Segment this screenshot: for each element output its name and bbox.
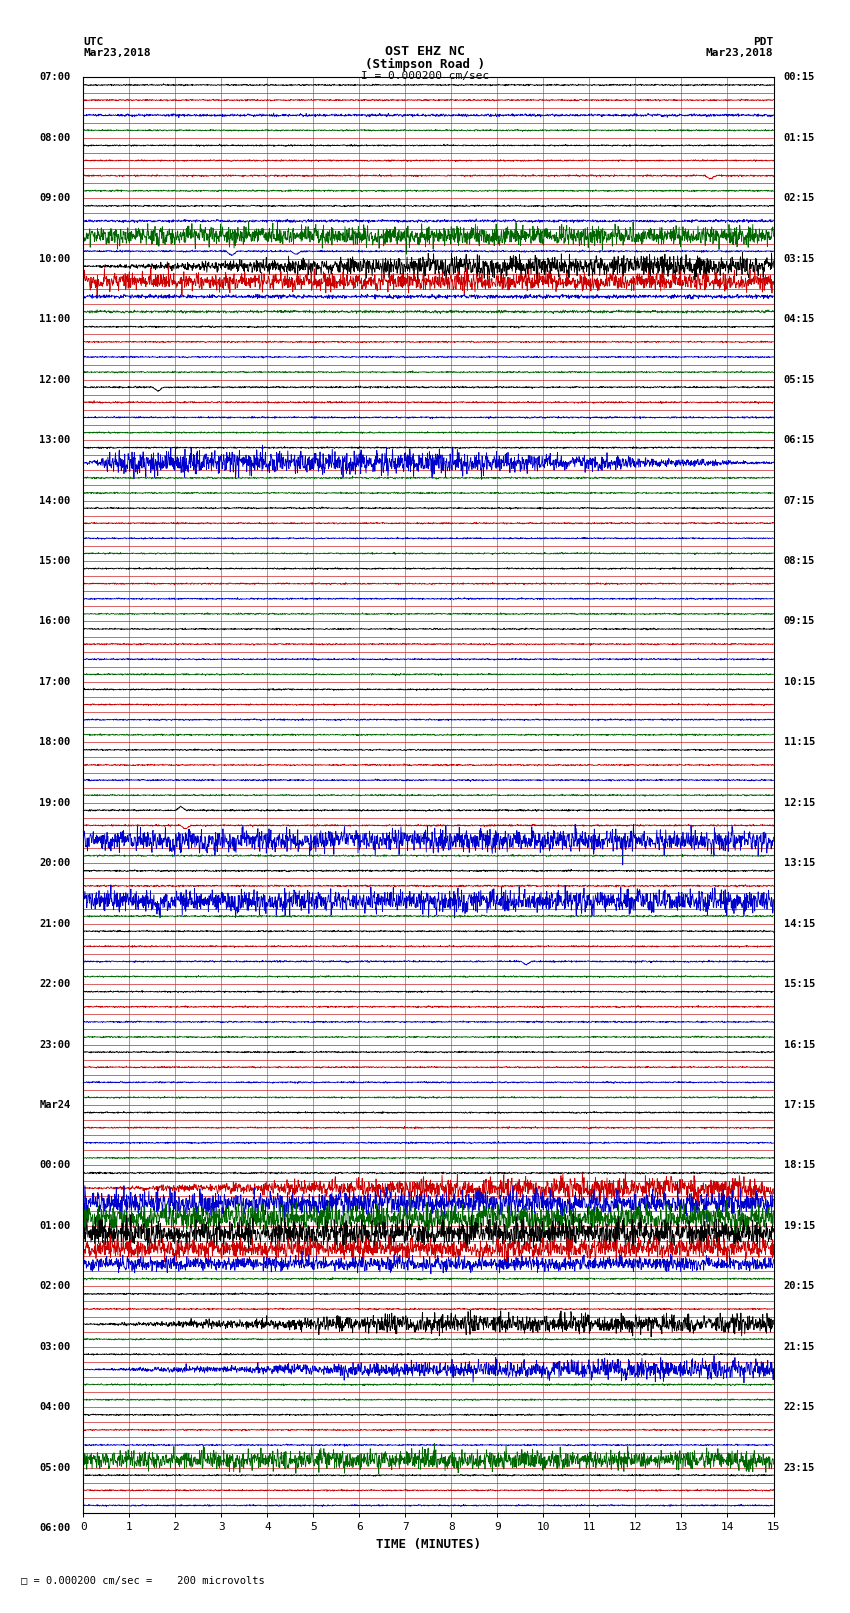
Text: 14:15: 14:15	[784, 919, 815, 929]
Text: 05:00: 05:00	[39, 1463, 71, 1473]
Text: Mar23,2018: Mar23,2018	[706, 48, 774, 58]
Text: 23:15: 23:15	[784, 1463, 815, 1473]
Text: 10:15: 10:15	[784, 677, 815, 687]
Text: 00:00: 00:00	[39, 1160, 71, 1171]
Text: 19:15: 19:15	[784, 1221, 815, 1231]
X-axis label: TIME (MINUTES): TIME (MINUTES)	[376, 1537, 481, 1550]
Text: 09:00: 09:00	[39, 194, 71, 203]
Text: 18:15: 18:15	[784, 1160, 815, 1171]
Text: 02:15: 02:15	[784, 194, 815, 203]
Text: 15:15: 15:15	[784, 979, 815, 989]
Text: 17:15: 17:15	[784, 1100, 815, 1110]
Text: 12:15: 12:15	[784, 798, 815, 808]
Text: 17:00: 17:00	[39, 677, 71, 687]
Text: (Stimpson Road ): (Stimpson Road )	[365, 58, 485, 71]
Text: 11:15: 11:15	[784, 737, 815, 747]
Text: 08:15: 08:15	[784, 556, 815, 566]
Text: 22:15: 22:15	[784, 1402, 815, 1413]
Text: I = 0.000200 cm/sec: I = 0.000200 cm/sec	[361, 71, 489, 81]
Text: 21:15: 21:15	[784, 1342, 815, 1352]
Text: 06:00: 06:00	[39, 1523, 71, 1532]
Text: 13:15: 13:15	[784, 858, 815, 868]
Text: 13:00: 13:00	[39, 436, 71, 445]
Text: 03:15: 03:15	[784, 253, 815, 265]
Text: 01:00: 01:00	[39, 1221, 71, 1231]
Text: 16:15: 16:15	[784, 1039, 815, 1050]
Text: 07:15: 07:15	[784, 495, 815, 505]
Text: 18:00: 18:00	[39, 737, 71, 747]
Text: 19:00: 19:00	[39, 798, 71, 808]
Text: 05:15: 05:15	[784, 374, 815, 384]
Text: 04:00: 04:00	[39, 1402, 71, 1413]
Text: 20:15: 20:15	[784, 1281, 815, 1292]
Text: 20:00: 20:00	[39, 858, 71, 868]
Text: 03:00: 03:00	[39, 1342, 71, 1352]
Text: 11:00: 11:00	[39, 315, 71, 324]
Text: 08:00: 08:00	[39, 132, 71, 144]
Text: UTC: UTC	[83, 37, 104, 47]
Text: □ = 0.000200 cm/sec =    200 microvolts: □ = 0.000200 cm/sec = 200 microvolts	[21, 1576, 265, 1586]
Text: 00:15: 00:15	[784, 73, 815, 82]
Text: 22:00: 22:00	[39, 979, 71, 989]
Text: 14:00: 14:00	[39, 495, 71, 505]
Text: 23:00: 23:00	[39, 1039, 71, 1050]
Text: Mar23,2018: Mar23,2018	[83, 48, 150, 58]
Text: 04:15: 04:15	[784, 315, 815, 324]
Text: 07:00: 07:00	[39, 73, 71, 82]
Text: 09:15: 09:15	[784, 616, 815, 626]
Text: 15:00: 15:00	[39, 556, 71, 566]
Text: 21:00: 21:00	[39, 919, 71, 929]
Text: Mar24: Mar24	[39, 1100, 71, 1110]
Text: 01:15: 01:15	[784, 132, 815, 144]
Text: OST EHZ NC: OST EHZ NC	[385, 45, 465, 58]
Text: 06:15: 06:15	[784, 436, 815, 445]
Text: 16:00: 16:00	[39, 616, 71, 626]
Text: 10:00: 10:00	[39, 253, 71, 265]
Text: 12:00: 12:00	[39, 374, 71, 384]
Text: PDT: PDT	[753, 37, 774, 47]
Text: 02:00: 02:00	[39, 1281, 71, 1292]
